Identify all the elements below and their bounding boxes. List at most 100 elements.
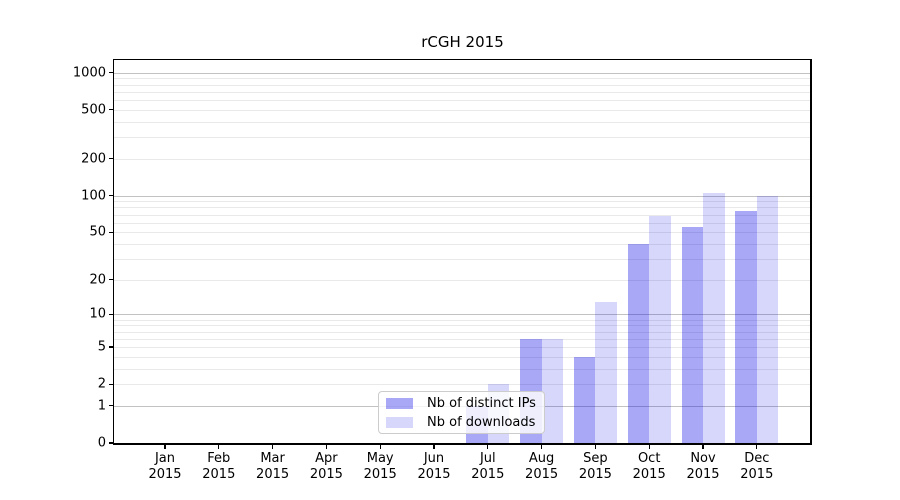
x-tick-label-dec: Dec 2015 <box>729 451 785 483</box>
x-tick-mark <box>272 444 274 449</box>
spine-right <box>810 58 812 445</box>
x-tick-month: May <box>366 451 394 466</box>
x-tick-label-sep: Sep 2015 <box>567 451 623 483</box>
x-tick-mark <box>702 444 704 449</box>
gridline-minor <box>114 368 811 370</box>
x-tick-mark <box>648 444 650 449</box>
y-tick-label: 10 <box>89 306 106 322</box>
x-tick-label-oct: Oct 2015 <box>621 451 677 483</box>
y-tick-label: 5 <box>97 339 106 355</box>
gridline-minor <box>114 232 811 234</box>
y-tick-mark <box>108 313 113 316</box>
legend-label-distinct-ips: Nb of distinct IPs <box>427 395 536 411</box>
x-tick-month: Mar <box>260 451 285 466</box>
y-tick-mark <box>108 346 113 348</box>
x-tick-label-aug: Aug 2015 <box>514 451 570 483</box>
gridline-minor <box>114 84 811 86</box>
x-tick-mark <box>433 444 435 449</box>
gridline-minor <box>114 207 811 209</box>
bar-dec-downloads <box>756 195 779 443</box>
x-tick-year: 2015 <box>309 467 343 482</box>
bar-nov-downloads <box>703 193 725 443</box>
y-tick-label: 0 <box>97 435 106 451</box>
x-tick-label-mar: Mar 2015 <box>245 451 301 483</box>
x-tick-mark <box>756 444 758 449</box>
x-tick-year: 2015 <box>417 467 451 482</box>
legend-item-distinct-ips: Nb of distinct IPs <box>386 396 544 411</box>
bar-nov-distinct-ips <box>681 227 703 443</box>
bar-sep-distinct-ips <box>573 356 596 443</box>
x-tick-month: Aug <box>528 451 555 466</box>
legend-swatch-distinct-ips <box>386 397 413 409</box>
chart-title: rCGH 2015 <box>421 33 504 51</box>
x-tick-month: Nov <box>690 451 716 466</box>
y-tick-mark <box>108 405 113 407</box>
x-tick-month: Jun <box>423 451 445 466</box>
gridline-minor <box>114 338 811 340</box>
gridline-minor <box>114 356 811 358</box>
x-tick-year: 2015 <box>148 467 182 482</box>
gridline-minor <box>114 137 811 139</box>
spine-top <box>112 58 812 60</box>
legend: Nb of distinct IPs Nb of downloads <box>378 391 545 434</box>
gridline-minor <box>114 243 811 245</box>
y-tick-mark <box>108 72 113 74</box>
bar-sep-downloads <box>595 301 617 443</box>
x-tick-year: 2015 <box>256 467 290 482</box>
gridline-minor <box>114 158 811 160</box>
x-tick-year: 2015 <box>632 467 666 482</box>
gridline-minor <box>114 100 811 102</box>
y-tick-mark <box>108 383 113 385</box>
gridline-minor <box>114 325 811 327</box>
bar-oct-downloads <box>649 216 671 443</box>
x-tick-mark <box>164 444 166 449</box>
gridline-minor <box>114 121 811 123</box>
x-tick-label-jul: Jul 2015 <box>460 451 516 483</box>
spine-left <box>112 58 114 445</box>
y-tick-label: 1000 <box>72 65 106 81</box>
gridline-minor <box>114 331 811 333</box>
y-tick-mark <box>108 195 113 197</box>
gridline-minor <box>114 109 811 111</box>
x-tick-label-may: May 2015 <box>352 451 408 483</box>
x-tick-label-jun: Jun 2015 <box>406 451 462 483</box>
x-tick-mark <box>218 444 220 449</box>
y-tick-label: 50 <box>89 224 106 240</box>
x-tick-label-feb: Feb 2015 <box>191 451 247 483</box>
gridline-minor <box>114 346 811 348</box>
y-tick-mark <box>108 109 113 111</box>
legend-swatch-downloads <box>386 416 413 428</box>
x-tick-label-jan: Jan 2015 <box>137 451 193 483</box>
x-tick-month: Dec <box>744 451 770 466</box>
x-tick-month: Oct <box>637 451 661 466</box>
gridline-major <box>114 72 811 74</box>
y-tick-mark <box>108 231 113 233</box>
bar-aug-downloads <box>541 338 564 443</box>
gridline-minor <box>114 258 811 260</box>
y-tick-mark <box>108 442 113 444</box>
y-tick-label: 1 <box>97 398 106 414</box>
legend-item-downloads: Nb of downloads <box>386 415 544 430</box>
x-tick-year: 2015 <box>578 467 612 482</box>
x-tick-year: 2015 <box>363 467 397 482</box>
x-tick-month: Jul <box>479 451 496 466</box>
gridline-minor <box>114 78 811 80</box>
x-tick-mark <box>594 444 596 449</box>
spine-bottom <box>112 443 812 445</box>
gridline-major <box>114 314 811 316</box>
x-tick-mark <box>325 444 327 449</box>
x-tick-label-apr: Apr 2015 <box>298 451 354 483</box>
x-tick-month: Jan <box>154 451 176 466</box>
bar-dec-distinct-ips <box>735 210 757 443</box>
x-tick-month: Apr <box>315 451 338 466</box>
y-tick-label: 100 <box>81 188 106 204</box>
x-tick-month: Sep <box>583 451 608 466</box>
gridline-minor <box>114 384 811 386</box>
y-tick-label: 500 <box>81 102 106 118</box>
bar-oct-distinct-ips <box>627 243 650 443</box>
x-tick-year: 2015 <box>686 467 720 482</box>
y-tick-label: 20 <box>89 272 106 288</box>
gridline-minor <box>114 201 811 203</box>
x-tick-mark <box>541 444 543 449</box>
